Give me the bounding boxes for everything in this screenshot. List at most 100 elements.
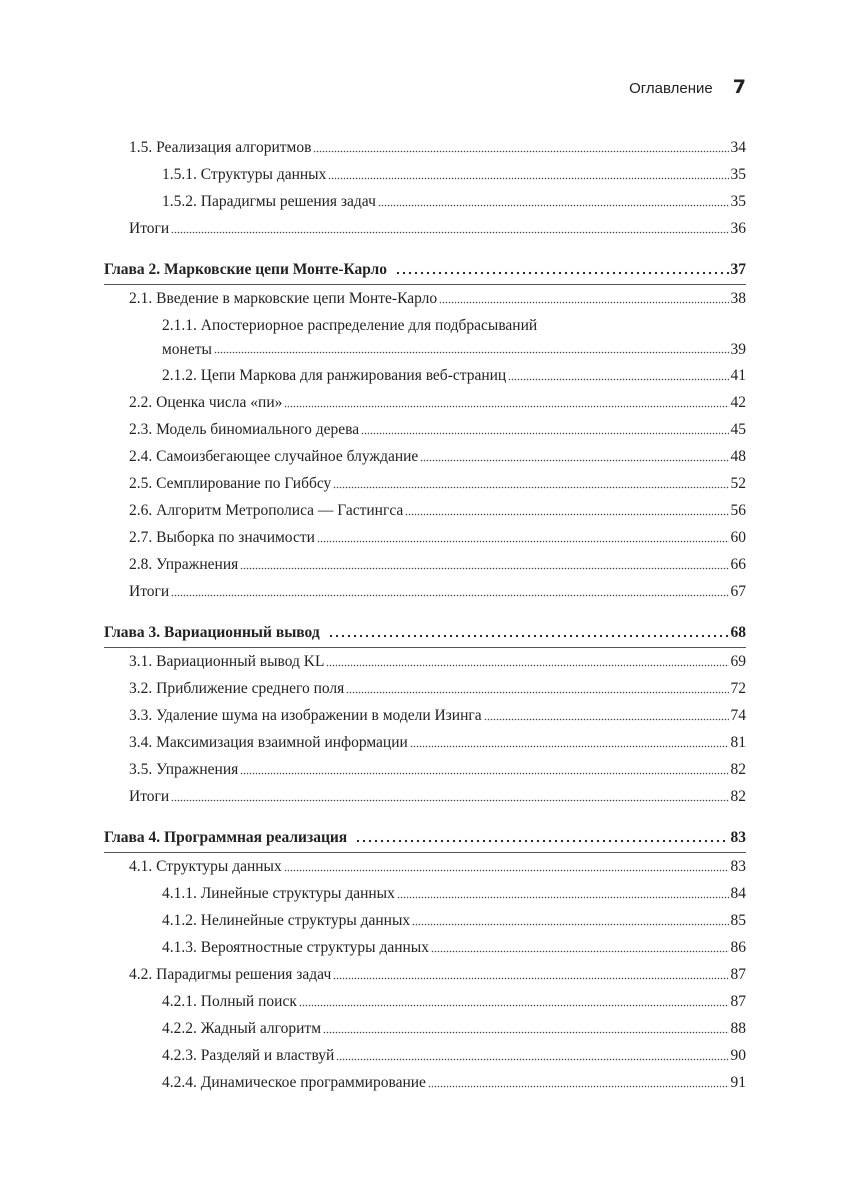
toc-entry[interactable]: монеты 39	[104, 338, 746, 362]
toc-entry-label: 4.2.1. Полный поиск	[162, 993, 297, 1010]
toc-entry-label: 3.4. Максимизация взаимной информации	[129, 734, 408, 751]
toc-entry[interactable]: 3.1. Вариационный вывод KL 69	[104, 648, 746, 675]
toc-entry-label: 2.2. Оценка числа «пи»	[129, 394, 283, 411]
dot-leader	[483, 717, 729, 721]
toc-entry[interactable]: 4.2.2. Жадный алгоритм 88	[104, 1015, 746, 1042]
toc-entry-label: 1.5.2. Парадигмы решения задач	[162, 193, 376, 210]
toc-entry-label: 4.2. Парадигмы решения задач	[129, 966, 332, 983]
toc-entry[interactable]: 2.4. Самоизбегающее случайное блуждание 4…	[104, 443, 746, 470]
toc-entry-page: 87	[730, 966, 747, 983]
toc-chapter[interactable]: Глава 2. Марковские цепи Монте-Карло 37	[104, 256, 746, 285]
toc-entry-page: 83	[730, 858, 747, 875]
toc-entry[interactable]: Итоги 36	[104, 215, 746, 242]
table-of-contents: 1.5. Реализация алгоритмов 34 1.5.1. Струк…	[104, 134, 746, 1096]
toc-entry-page: 91	[730, 1074, 747, 1091]
toc-entry[interactable]: 3.5. Упражнения 82	[104, 756, 746, 783]
toc-entry-page: 82	[730, 761, 747, 778]
toc-entry[interactable]: 1.5. Реализация алгоритмов 34	[104, 134, 746, 161]
toc-chapter[interactable]: Глава 4. Программная реализация 83	[104, 824, 746, 853]
toc-entry[interactable]: 3.4. Максимизация взаимной информации 81	[104, 729, 746, 756]
toc-entry-label: 2.4. Самоизбегающее случайное блуждание	[129, 448, 419, 465]
toc-entry[interactable]: 1.5.1. Структуры данных 35	[104, 161, 746, 188]
toc-entry-label: 4.1.2. Нелинейные структуры данных	[162, 912, 411, 929]
toc-entry-label: 4.1. Структуры данных	[129, 858, 282, 875]
toc-entry[interactable]: 2.7. Выборка по значимости 60	[104, 524, 746, 551]
toc-entry[interactable]: 3.2. Приближение среднего поля 72	[104, 675, 746, 702]
toc-entry[interactable]: 2.1. Введение в марковские цепи Монте-Ка…	[104, 285, 746, 312]
toc-entry-label: Итоги	[129, 583, 170, 600]
toc-entry-page: 88	[730, 1020, 747, 1037]
toc-entry[interactable]: 2.3. Модель биномиального дерева 45	[104, 416, 746, 443]
toc-entry[interactable]: 4.1. Структуры данных 83	[104, 853, 746, 880]
toc-entry-page: 90	[730, 1047, 747, 1064]
toc-entry[interactable]: 2.5. Семплирование по Гиббсу 52	[104, 470, 746, 497]
toc-entry-page: 56	[730, 502, 747, 519]
toc-entry[interactable]: Итоги 82	[104, 783, 746, 810]
dot-leader	[396, 895, 729, 899]
dot-leader	[326, 663, 729, 667]
dot-leader	[298, 1003, 729, 1007]
toc-entry-page: 84	[730, 885, 747, 902]
dot-leader	[240, 771, 729, 775]
toc-entry-label: 3.1. Вариационный вывод KL	[129, 653, 325, 670]
toc-entry[interactable]: Итоги 67	[104, 578, 746, 605]
running-header-title: Оглавление	[629, 80, 713, 97]
dot-leader	[439, 300, 729, 304]
dot-leader	[430, 949, 729, 953]
toc-entry-page: 35	[730, 193, 747, 210]
toc-entry[interactable]: 2.1.2. Цепи Маркова для ранжирования веб…	[104, 362, 746, 389]
toc-entry[interactable]: 2.6. Алгоритм Метрополиса — Гастингса 56	[104, 497, 746, 524]
dot-leader	[405, 512, 729, 516]
toc-entry-page: 82	[730, 788, 747, 805]
dot-leader	[240, 566, 729, 570]
toc-entry-page: 42	[730, 394, 747, 411]
toc-entry[interactable]: 4.1.2. Нелинейные структуры данных 85	[104, 907, 746, 934]
toc-entry-page: 52	[730, 475, 747, 492]
toc-entry-page: 87	[730, 993, 747, 1010]
toc-entry-label: 4.2.2. Жадный алгоритм	[162, 1020, 321, 1037]
toc-entry[interactable]: 4.1.1. Линейные структуры данных 84	[104, 880, 746, 907]
toc-entry-label: 3.3. Удаление шума на изображении в моде…	[129, 707, 482, 724]
toc-entry-label: 4.2.3. Разделяй и властвуй	[162, 1047, 335, 1064]
toc-entry-label: монеты	[162, 341, 212, 358]
dot-leader	[316, 539, 729, 543]
dot-leader	[346, 690, 729, 694]
dot-leader	[171, 798, 729, 802]
toc-entry-page: 60	[730, 529, 747, 546]
toc-entry-label: 4.1.1. Линейные структуры данных	[162, 885, 395, 902]
toc-entry[interactable]: 4.2.4. Динамическое программирование 91	[104, 1069, 746, 1096]
toc-entry[interactable]: 4.1.3. Вероятностные структуры данных 86	[104, 934, 746, 961]
toc-entry-label: 3.5. Упражнения	[129, 761, 239, 778]
dot-leader	[427, 1084, 729, 1088]
dot-leader	[361, 431, 729, 435]
toc-entry[interactable]: 4.2. Парадигмы решения задач 87	[104, 961, 746, 988]
toc-entry-page: 36	[730, 220, 747, 237]
toc-entry-page: 35	[730, 166, 747, 183]
dot-leader	[213, 350, 729, 354]
toc-entry-page: 41	[730, 367, 747, 384]
toc-entry-label: 2.7. Выборка по значимости	[129, 529, 315, 546]
toc-entry[interactable]: 4.2.3. Разделяй и властвуй 90	[104, 1042, 746, 1069]
toc-entry-label: Итоги	[129, 788, 170, 805]
toc-entry-label: 2.3. Модель биномиального дерева	[129, 421, 360, 438]
toc-entry-label: 1.5.1. Структуры данных	[162, 166, 327, 183]
toc-entry[interactable]: 3.3. Удаление шума на изображении в моде…	[104, 702, 746, 729]
toc-entry-label: 1.5. Реализация алгоритмов	[129, 139, 312, 156]
toc-entry-page: 86	[730, 939, 747, 956]
dot-leader	[333, 976, 729, 980]
toc-entry[interactable]: 2.8. Упражнения 66	[104, 551, 746, 578]
toc-entry-label: Глава 2. Марковские цепи Монте-Карло	[104, 261, 387, 278]
running-header: Оглавление 7	[629, 76, 746, 98]
toc-entry-page: 67	[730, 583, 747, 600]
toc-entry-page: 74	[730, 707, 747, 724]
dot-leader	[171, 230, 729, 234]
toc-entry[interactable]: 4.2.1. Полный поиск 87	[104, 988, 746, 1015]
toc-chapter[interactable]: Глава 3. Вариационный вывод 68	[104, 619, 746, 648]
toc-entry[interactable]: 1.5.2. Парадигмы решения задач 35	[104, 188, 746, 215]
toc-entry-label: 3.2. Приближение среднего поля	[129, 680, 345, 697]
dot-leader	[508, 377, 729, 381]
toc-entry[interactable]: 2.2. Оценка числа «пи» 42	[104, 389, 746, 416]
dot-leader	[323, 1030, 729, 1034]
toc-entry-page: 39	[730, 341, 747, 358]
toc-entry-page: 34	[730, 139, 747, 156]
